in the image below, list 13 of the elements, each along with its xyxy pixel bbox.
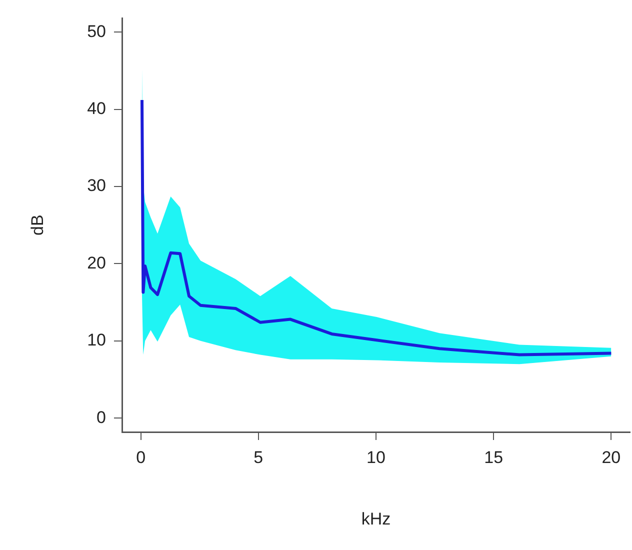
y-tick-label: 0 <box>96 408 106 427</box>
y-tick-label: 20 <box>87 253 106 272</box>
x-tick-label: 15 <box>484 448 504 467</box>
y-tick-label: 40 <box>87 98 106 118</box>
y-tick-label: 10 <box>87 330 106 350</box>
x-tick-label: 0 <box>136 448 146 467</box>
x-tick-label: 5 <box>254 448 264 467</box>
y-axis-title: dB <box>28 214 47 236</box>
x-tick-label: 10 <box>366 448 386 467</box>
y-tick-label: 50 <box>87 22 106 41</box>
x-tick-label: 20 <box>602 448 621 467</box>
y-tick-label: 30 <box>87 176 106 196</box>
x-axis-title: kHz <box>361 509 391 528</box>
